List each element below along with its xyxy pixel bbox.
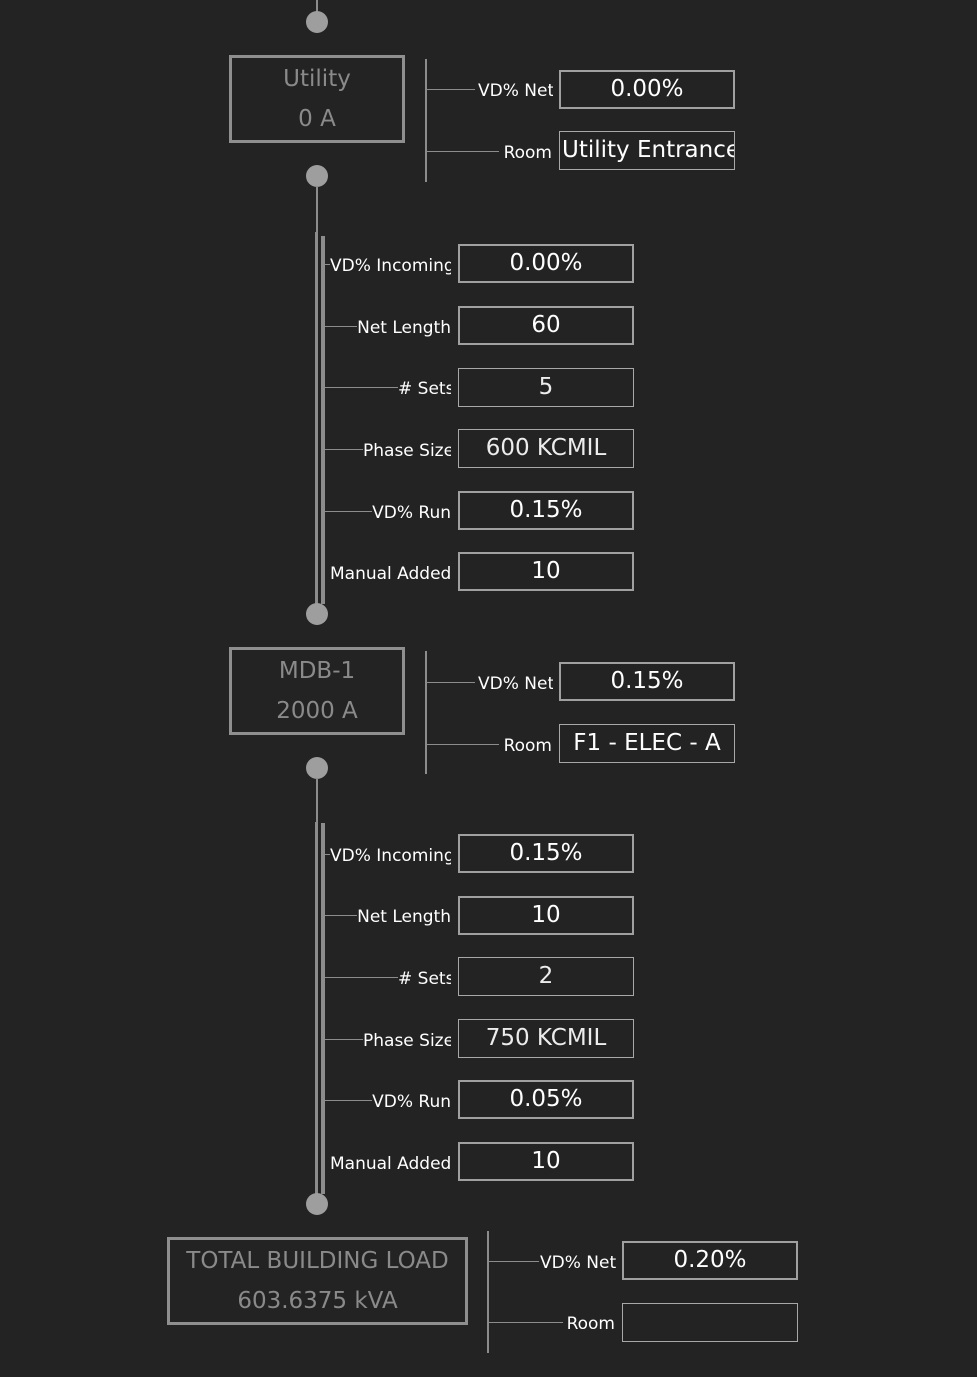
connector-dot[interactable] xyxy=(306,165,328,187)
sets-label: # Sets xyxy=(398,969,451,989)
connector-line xyxy=(325,977,398,978)
vd-net-field[interactable]: 0.00% xyxy=(559,70,735,109)
node-total-building-load[interactable]: TOTAL BUILDING LOAD 603.6375 kVA xyxy=(167,1237,468,1325)
vd-run-field[interactable]: 0.15% xyxy=(458,491,634,530)
connector-line xyxy=(325,387,398,388)
room-label: Room xyxy=(566,1314,615,1334)
connector-line xyxy=(325,511,372,512)
node-name: Utility xyxy=(283,66,351,92)
vd-net-label: VD% Net xyxy=(540,1253,616,1273)
feeder-line xyxy=(315,822,318,1194)
connector-dot[interactable] xyxy=(306,603,328,625)
room-field[interactable] xyxy=(622,1303,798,1342)
sets-label: # Sets xyxy=(398,379,451,399)
room-label: Room xyxy=(503,736,552,756)
net-length-field[interactable]: 60 xyxy=(458,306,634,345)
connector-line xyxy=(325,1100,372,1101)
vd-incoming-field[interactable]: 0.00% xyxy=(458,244,634,283)
vd-net-label: VD% Net xyxy=(478,81,553,101)
trunk-line xyxy=(316,778,318,822)
vd-net-label: VD% Net xyxy=(478,674,553,694)
trunk-line xyxy=(316,0,318,14)
bracket-line xyxy=(425,59,427,182)
manual-added-field[interactable]: 10 xyxy=(458,1142,634,1181)
node-name: MDB-1 xyxy=(278,658,356,684)
connector-line xyxy=(427,682,475,683)
vd-run-label: VD% Run xyxy=(372,1092,451,1112)
node-amps: 2000 A xyxy=(276,698,358,724)
bracket-line xyxy=(487,1231,489,1353)
manual-added-label: Manual Added L xyxy=(330,564,458,584)
phase-size-field[interactable]: 600 KCMIL xyxy=(458,429,634,468)
sets-field[interactable]: 5 xyxy=(458,368,634,407)
feeder-bracket-line xyxy=(321,823,325,1194)
trunk-line xyxy=(316,186,318,232)
feeder-bracket-line xyxy=(321,236,325,604)
node-amps: 603.6375 kVA xyxy=(237,1288,398,1314)
connector-dot[interactable] xyxy=(306,1193,328,1215)
connector-line xyxy=(489,1261,539,1262)
manual-added-label: Manual Added L xyxy=(330,1154,458,1174)
net-length-field[interactable]: 10 xyxy=(458,896,634,935)
room-field[interactable]: Utility Entrance xyxy=(559,131,735,170)
node-mdb-1[interactable]: MDB-1 2000 A xyxy=(229,647,405,735)
connector-line xyxy=(325,264,330,265)
phase-size-field[interactable]: 750 KCMIL xyxy=(458,1019,634,1058)
net-length-label: Net Length xyxy=(357,907,451,927)
vd-run-field[interactable]: 0.05% xyxy=(458,1080,634,1119)
sets-field[interactable]: 2 xyxy=(458,957,634,996)
vd-run-label: VD% Run xyxy=(372,503,451,523)
connector-line xyxy=(325,326,357,327)
connector-line xyxy=(325,854,330,855)
phase-size-label: Phase Size xyxy=(363,441,451,461)
room-label: Room xyxy=(503,143,552,163)
vd-net-field[interactable]: 0.15% xyxy=(559,662,735,701)
node-utility[interactable]: Utility 0 A xyxy=(229,55,405,143)
connector-line xyxy=(427,151,499,152)
net-length-label: Net Length xyxy=(357,318,451,338)
vd-incoming-label: VD% Incoming xyxy=(330,846,451,866)
feeder-line xyxy=(315,232,318,604)
vd-net-field[interactable]: 0.20% xyxy=(622,1241,798,1280)
bracket-line xyxy=(425,651,427,774)
connector-dot[interactable] xyxy=(306,11,328,33)
phase-size-label: Phase Size xyxy=(363,1031,451,1051)
node-amps: 0 A xyxy=(298,106,336,132)
room-field[interactable]: F1 - ELEC - A xyxy=(559,724,735,763)
connector-line xyxy=(427,89,475,90)
connector-line xyxy=(325,915,357,916)
connector-line xyxy=(325,449,363,450)
vd-incoming-field[interactable]: 0.15% xyxy=(458,834,634,873)
connector-dot[interactable] xyxy=(306,757,328,779)
connector-line xyxy=(427,744,499,745)
manual-added-field[interactable]: 10 xyxy=(458,552,634,591)
node-name: TOTAL BUILDING LOAD xyxy=(186,1248,449,1274)
connector-line xyxy=(325,1039,363,1040)
connector-line xyxy=(489,1322,563,1323)
vd-incoming-label: VD% Incoming xyxy=(330,256,451,276)
